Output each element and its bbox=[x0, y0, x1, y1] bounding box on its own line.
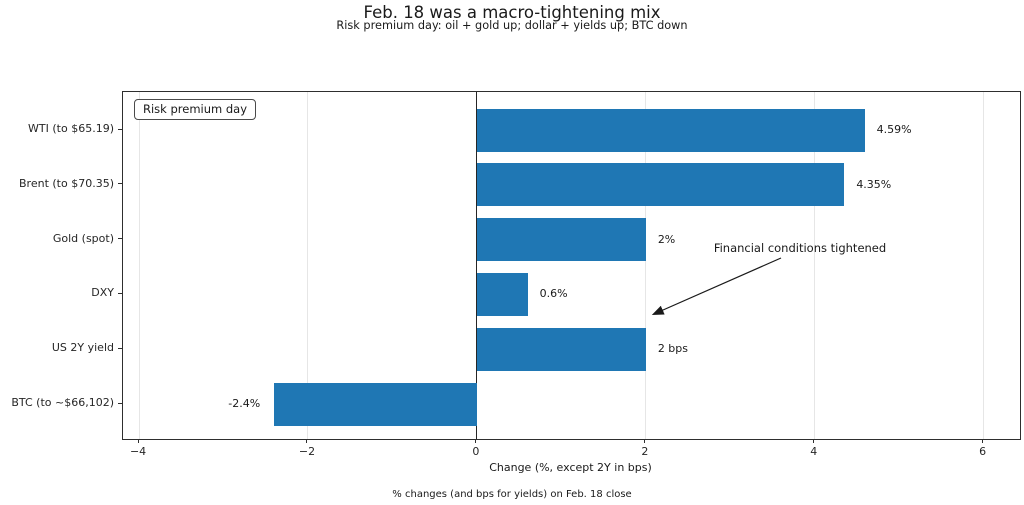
gridline bbox=[814, 92, 816, 439]
x-tick-label: 6 bbox=[979, 445, 987, 458]
x-tick-label: −4 bbox=[129, 445, 147, 458]
bar-value-label: -2.4% bbox=[228, 397, 261, 410]
annotation-text: Financial conditions tightened bbox=[713, 241, 887, 255]
gridline bbox=[645, 92, 647, 439]
gridline bbox=[138, 92, 140, 439]
x-tick-mark bbox=[982, 439, 984, 443]
legend-box: Risk premium day bbox=[134, 99, 257, 120]
x-tick-label: −2 bbox=[298, 445, 316, 458]
x-tick-mark bbox=[306, 439, 308, 443]
x-tick-mark bbox=[813, 439, 815, 443]
y-tick-mark bbox=[118, 238, 122, 240]
bar bbox=[274, 382, 477, 426]
y-tick-mark bbox=[118, 402, 122, 404]
y-tick-mark bbox=[118, 183, 122, 185]
bar bbox=[476, 218, 646, 262]
bar-value-label: 0.6% bbox=[539, 287, 568, 301]
y-axis-label: US 2Y yield bbox=[51, 341, 114, 355]
gridline bbox=[307, 92, 309, 439]
y-tick-mark bbox=[118, 347, 122, 349]
chart-subtitle: Risk premium day: oil + gold up; dollar … bbox=[336, 19, 688, 32]
x-tick-label: 4 bbox=[810, 445, 818, 458]
bar bbox=[476, 163, 845, 207]
legend-label: Risk premium day bbox=[143, 102, 248, 116]
y-axis-label: DXY bbox=[91, 286, 114, 300]
gridline bbox=[983, 92, 985, 439]
x-tick-mark bbox=[137, 439, 139, 443]
y-tick-mark bbox=[118, 128, 122, 130]
x-axis-label: Change (%, except 2Y in bps) bbox=[489, 461, 652, 474]
x-tick-label: 2 bbox=[641, 445, 649, 458]
footer-note: % changes (and bps for yields) on Feb. 1… bbox=[392, 489, 632, 500]
bar-value-label: 4.59% bbox=[876, 123, 912, 136]
y-axis-label: WTI (to $65.19) bbox=[28, 122, 114, 135]
bar bbox=[476, 272, 528, 316]
bar-value-label: 4.35% bbox=[856, 177, 892, 191]
y-tick-mark bbox=[118, 292, 122, 294]
plot-area: 4.59% 4.35% 2% 0.6% 2 bps -2.4% Risk premium … bbox=[122, 91, 1021, 440]
zero-line bbox=[476, 92, 478, 439]
chart-title: Feb. 18 was a macro-tightening mix bbox=[363, 3, 661, 22]
y-axis-label: BTC (to ~$66,102) bbox=[11, 396, 114, 409]
x-tick-label: 0 bbox=[472, 445, 480, 458]
bar bbox=[476, 327, 646, 371]
x-tick-mark bbox=[475, 439, 477, 443]
y-axis-label: Gold (spot) bbox=[52, 231, 114, 245]
y-axis-label: Brent (to $70.35) bbox=[19, 176, 114, 190]
bar-value-label: 2% bbox=[657, 232, 676, 246]
bar-value-label: 2 bps bbox=[657, 342, 689, 356]
bar bbox=[476, 108, 865, 152]
x-tick-mark bbox=[644, 439, 646, 443]
